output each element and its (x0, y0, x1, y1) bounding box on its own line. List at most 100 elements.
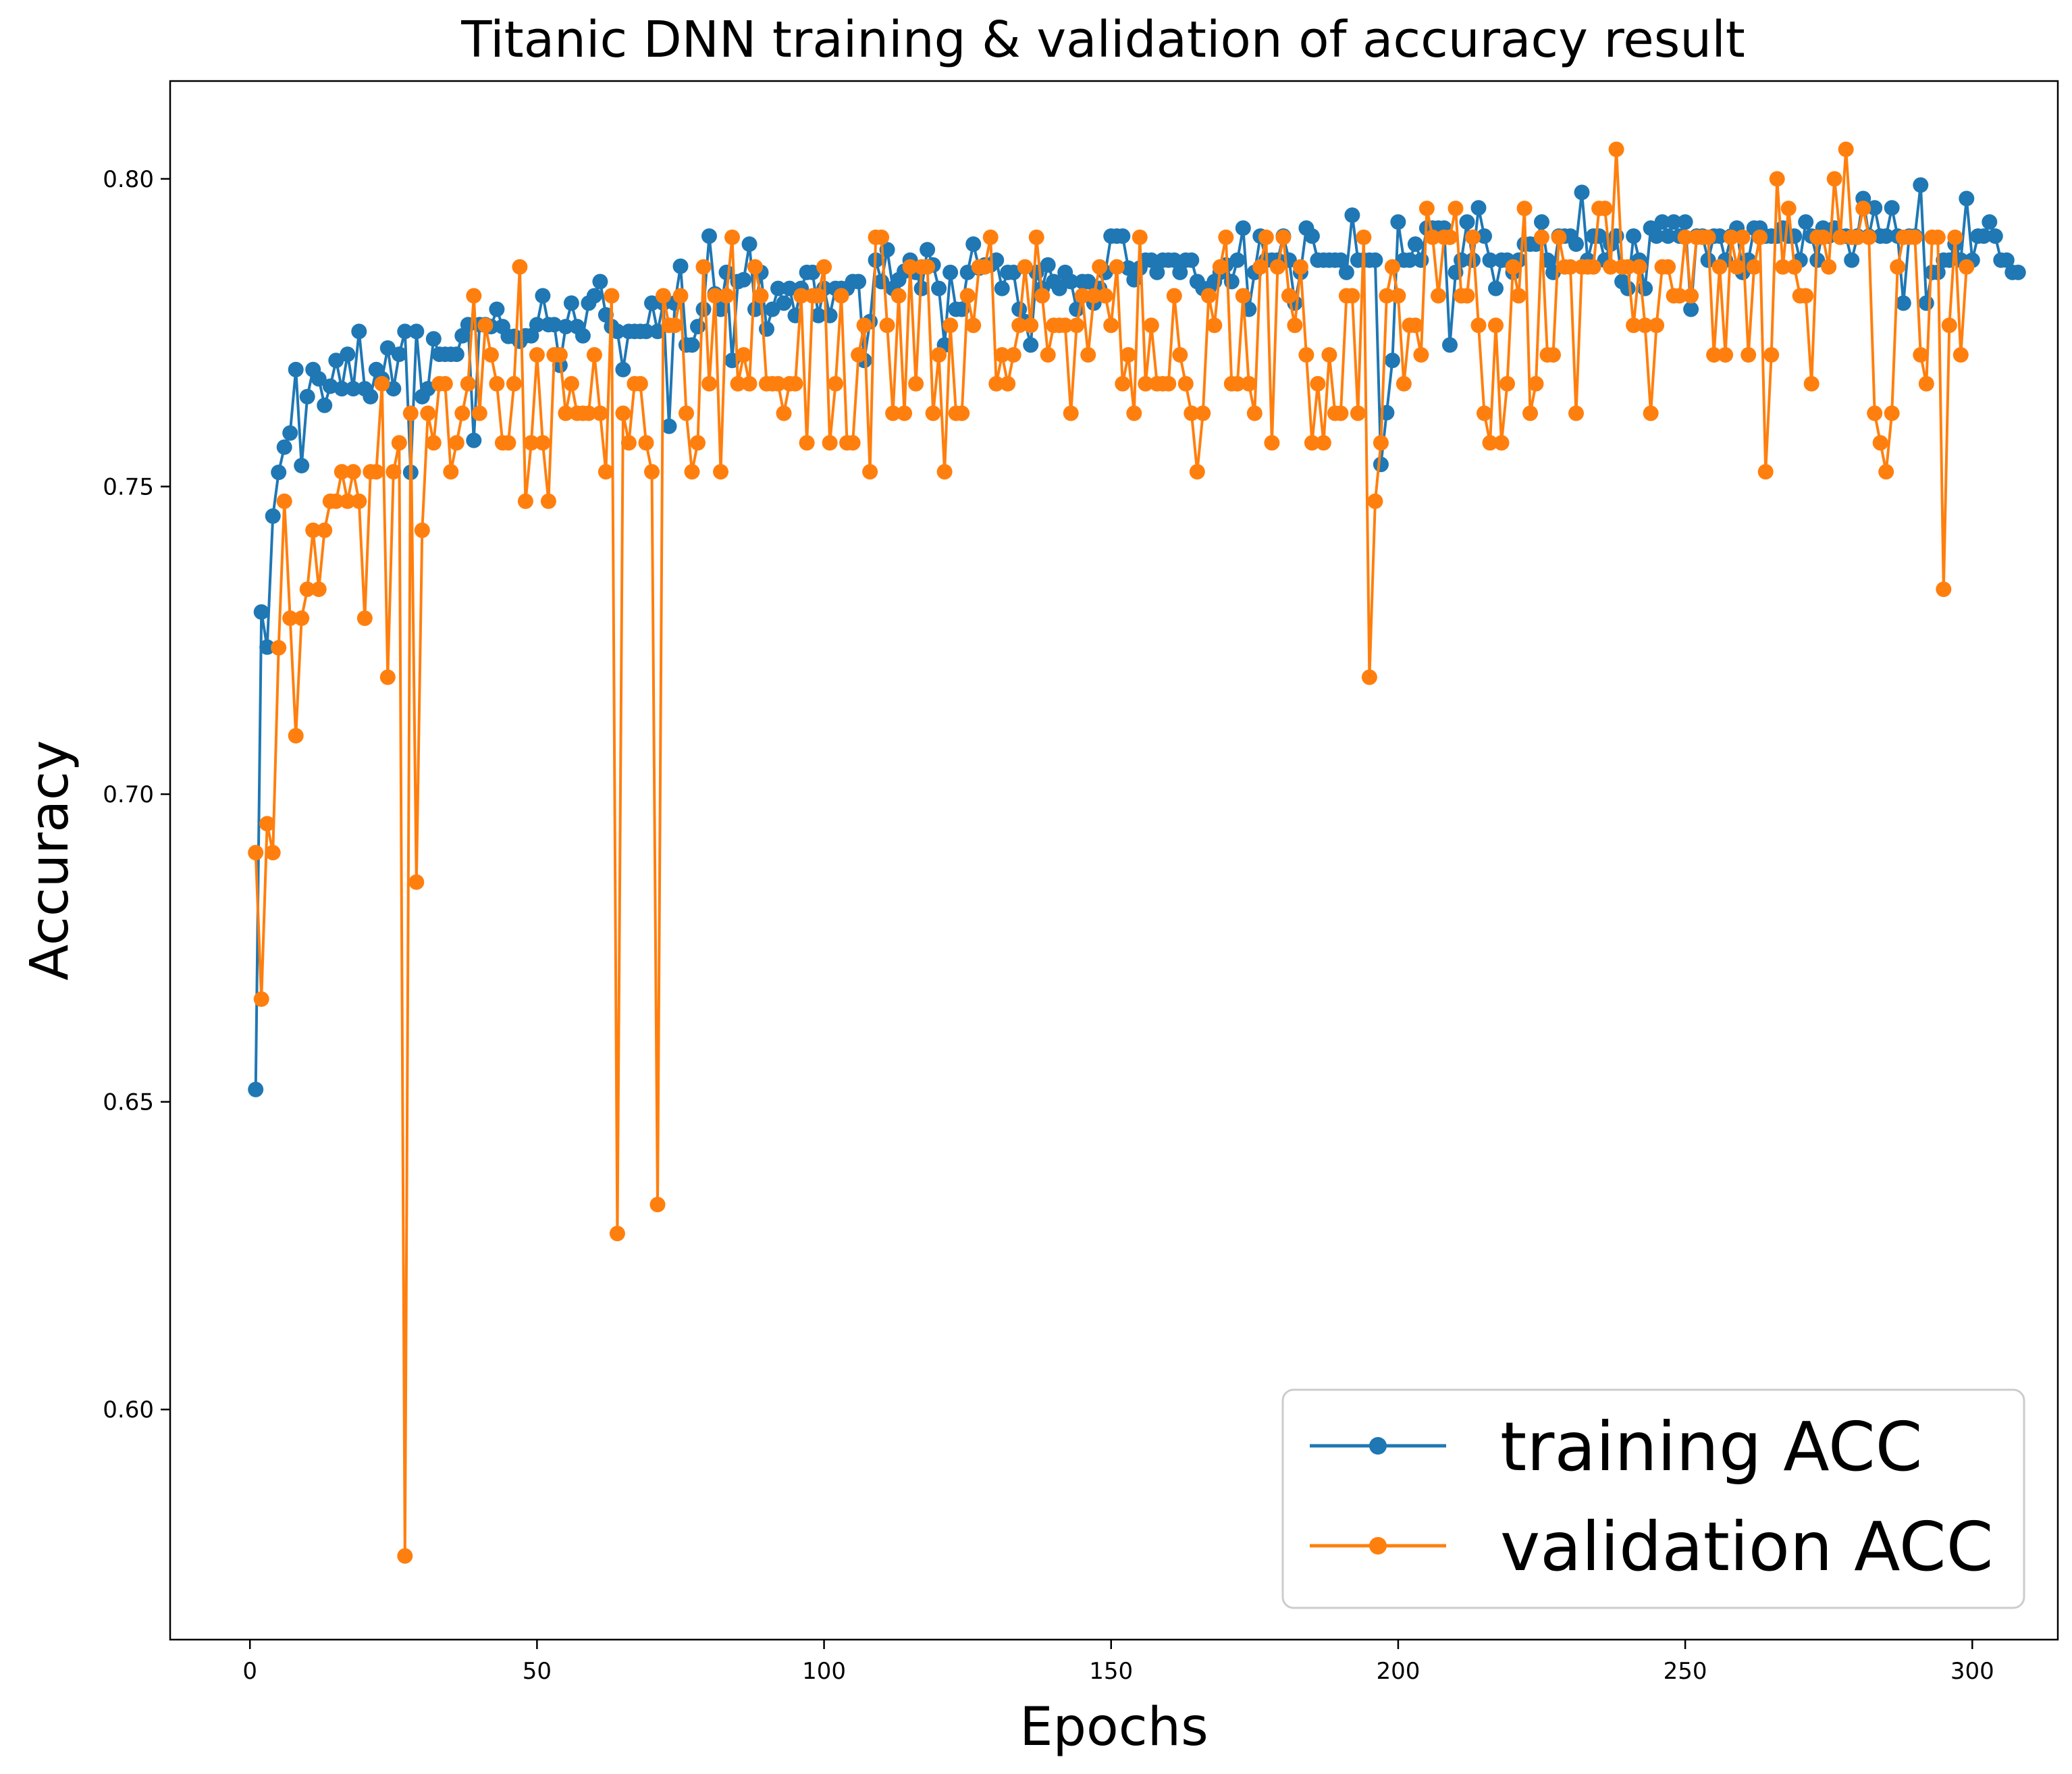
data-point (1895, 295, 1911, 311)
data-point (787, 375, 803, 392)
data-point (718, 288, 735, 304)
data-point (1092, 259, 1108, 275)
data-point (638, 323, 654, 340)
data-point (1488, 280, 1504, 296)
data-point (253, 604, 269, 620)
data-point (1677, 214, 1693, 230)
legend-swatch-validation-marker (1369, 1537, 1387, 1555)
data-point (1269, 259, 1285, 275)
data-point (1643, 405, 1659, 421)
data-point (620, 435, 637, 451)
data-point (1115, 375, 1131, 392)
data-point (334, 381, 350, 397)
data-point (1672, 288, 1688, 304)
data-point (1298, 347, 1314, 363)
data-point (294, 458, 310, 473)
data-point (1798, 288, 1814, 304)
data-point (1666, 214, 1682, 230)
data-point (1803, 375, 1819, 392)
data-point (1097, 288, 1113, 304)
data-point (1407, 317, 1423, 334)
legend-box (1281, 1388, 2025, 1609)
data-point (1867, 200, 1883, 216)
data-point (1172, 347, 1188, 363)
data-point (672, 258, 689, 274)
data-point (1304, 435, 1320, 451)
data-point (965, 317, 982, 334)
data-point (1431, 288, 1446, 304)
data-point (1626, 228, 1642, 244)
data-point (1120, 347, 1136, 363)
data-point (828, 375, 844, 392)
data-point (1930, 229, 1946, 245)
data-point (609, 1226, 625, 1242)
data-point (982, 229, 999, 245)
data-point (1734, 229, 1751, 245)
data-point (1918, 375, 1934, 392)
data-point (425, 331, 442, 347)
data-point (1063, 405, 1079, 421)
data-point (288, 728, 304, 743)
data-point (1126, 405, 1142, 421)
data-point (253, 991, 269, 1007)
y-tick-label: 0.75 (103, 473, 154, 500)
data-point (1069, 317, 1085, 334)
data-point (1149, 264, 1165, 280)
legend-entry-training: training ACC (1310, 1407, 1923, 1486)
data-point (265, 845, 281, 861)
y-tick-label: 0.80 (103, 166, 154, 193)
data-point (1608, 141, 1624, 157)
data-point (684, 464, 700, 480)
data-point (1821, 259, 1837, 275)
data-point (1780, 201, 1797, 217)
x-tick-label: 200 (1376, 1658, 1420, 1685)
data-point (1350, 405, 1366, 421)
data-point (414, 522, 430, 538)
data-point (1080, 347, 1096, 363)
data-point (425, 435, 442, 451)
data-point (874, 229, 890, 245)
data-point (506, 375, 522, 392)
data-point (483, 347, 499, 363)
data-point (925, 405, 941, 421)
data-point (1184, 405, 1200, 421)
data-point (563, 295, 579, 311)
data-point (1723, 229, 1739, 245)
data-point (391, 435, 407, 451)
data-point (1941, 317, 1957, 334)
x-axis-label: Epochs (1019, 1697, 1208, 1758)
data-point (1470, 200, 1487, 216)
data-point (477, 317, 494, 334)
data-point (833, 288, 849, 304)
data-point (816, 259, 832, 275)
data-point (271, 465, 287, 480)
data-point (1011, 301, 1028, 317)
data-point (741, 236, 758, 252)
data-point (489, 301, 505, 317)
data-point (1660, 228, 1676, 244)
data-point (391, 346, 407, 363)
data-point (1074, 288, 1090, 304)
data-point (1975, 228, 1992, 244)
data-point (248, 845, 264, 861)
data-point (363, 388, 379, 405)
data-point (805, 264, 821, 280)
chart-title: Titanic DNN training & validation of acc… (460, 11, 1745, 69)
data-point (288, 361, 304, 377)
data-point (902, 259, 918, 275)
data-point (1333, 252, 1349, 268)
series-training (248, 177, 2026, 1097)
data-point (1913, 177, 1929, 193)
data-point (644, 295, 660, 311)
data-point (1235, 220, 1251, 236)
data-point (1551, 229, 1567, 245)
data-point (1184, 252, 1200, 268)
data-point (311, 371, 327, 387)
data-point (282, 610, 298, 626)
data-point (1947, 229, 1963, 245)
data-point (1718, 347, 1734, 363)
data-point (1189, 464, 1205, 480)
data-point (730, 375, 746, 392)
data-point (1235, 288, 1251, 304)
